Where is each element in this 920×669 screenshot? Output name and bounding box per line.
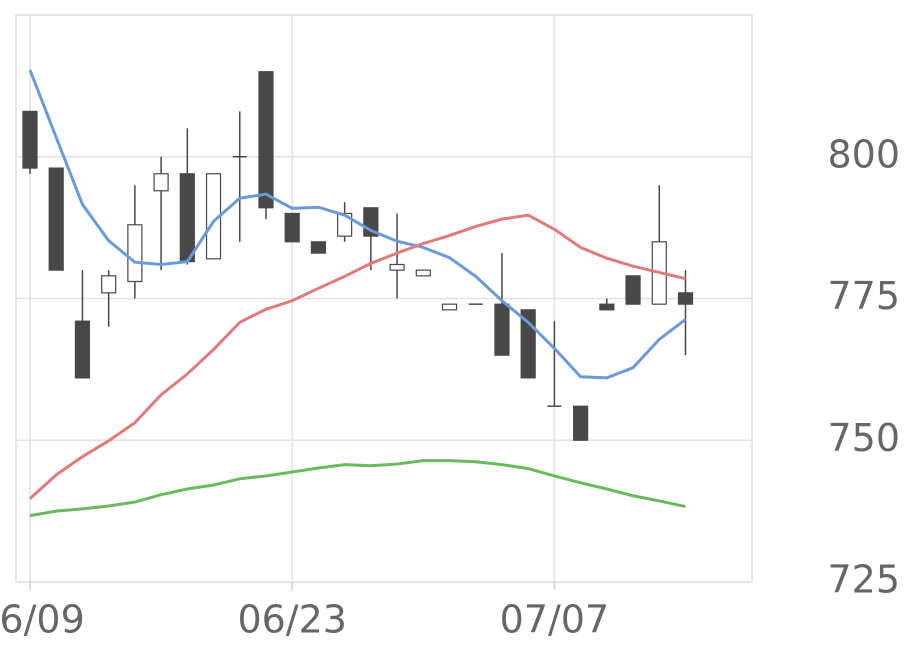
candle-body: [415, 269, 431, 277]
candle-body: [337, 212, 353, 237]
candle-body: [153, 173, 169, 192]
candle-body: [74, 320, 91, 379]
candle-body: [625, 275, 641, 305]
x-tick-label: 06/23: [237, 598, 347, 642]
candle-body: [494, 303, 510, 356]
candle-body: [127, 224, 143, 283]
y-tick-label: 800: [827, 132, 900, 176]
candle-body: [48, 167, 64, 271]
candle-body: [284, 212, 300, 243]
moving-average-line: [29, 459, 686, 518]
candle-body: [573, 405, 589, 441]
candle-body: [258, 71, 274, 209]
moving-average-line: [28, 213, 686, 500]
moving-average-line: [28, 69, 687, 380]
candle-body: [310, 241, 327, 254]
candle-body: [179, 173, 195, 263]
y-tick-label: 750: [827, 416, 900, 460]
candle-body: [389, 263, 405, 271]
x-tick-label: 07/07: [500, 598, 610, 642]
candle-body: [22, 110, 38, 169]
y-tick-label: 775: [827, 274, 900, 318]
y-tick-label: 725: [827, 558, 900, 602]
x-tick-label: 06/09: [0, 598, 85, 642]
candle-body: [599, 303, 615, 311]
candle-body: [441, 303, 458, 311]
candle-body: [677, 292, 694, 305]
candle-body: [101, 275, 117, 294]
